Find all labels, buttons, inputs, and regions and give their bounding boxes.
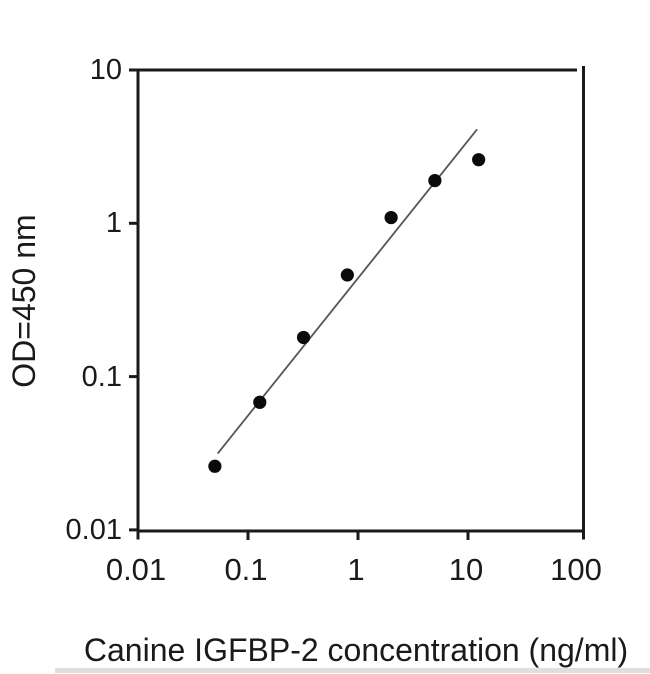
y-tick-label: 10 bbox=[89, 54, 122, 86]
x-axis-title: Canine IGFBP-2 concentration (ng/ml) bbox=[83, 632, 629, 668]
data-point bbox=[472, 153, 486, 167]
x-tick-label: 1 bbox=[347, 552, 365, 587]
data-point bbox=[384, 210, 398, 225]
data-point bbox=[340, 268, 354, 282]
data-point bbox=[428, 173, 442, 188]
data-point bbox=[208, 459, 222, 473]
x-tick-label: 100 bbox=[550, 552, 602, 587]
data-point bbox=[296, 330, 311, 345]
x-tick-label: 0.1 bbox=[224, 552, 268, 587]
bottom-edge-artifact bbox=[55, 668, 650, 673]
x-tick-label: 0.01 bbox=[105, 552, 167, 587]
y-tick-label: 1 bbox=[105, 207, 122, 240]
x-tick-label: 10 bbox=[448, 552, 484, 587]
y-tick-label: 0.1 bbox=[81, 360, 122, 393]
data-point bbox=[253, 395, 267, 409]
y-tick-label: 0.01 bbox=[65, 513, 122, 546]
